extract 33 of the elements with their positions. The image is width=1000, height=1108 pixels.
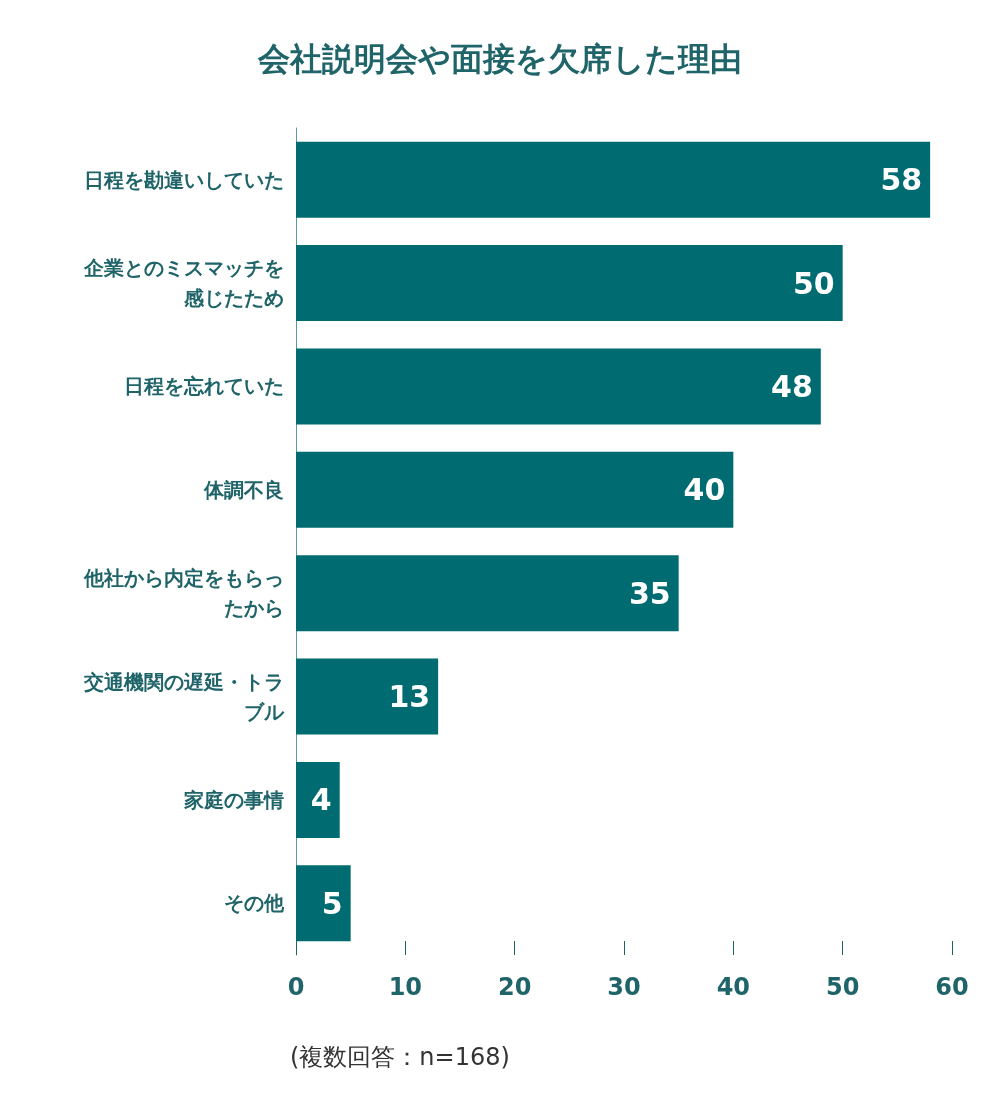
data-label: 5 [321,885,343,921]
y-tick-label: その他 [224,891,285,916]
bar [296,141,931,218]
y-tick-label: 企業とのミスマッチを感じたため [83,256,284,311]
x-tick-label: 30 [607,973,641,1001]
text: (複数回答：n=168) [290,1043,510,1071]
bar [296,658,439,735]
x-tick-label: 0 [287,973,305,1001]
x-tick-label: 50 [825,973,860,1001]
bar [296,245,843,322]
data-label: 35 [628,575,671,611]
bar [296,555,679,632]
data-label: 4 [310,782,332,818]
chart-title: 会社説明会や面接を欠席した理由 [257,40,742,78]
data-label: 40 [683,472,726,508]
bar [296,451,734,528]
y-tick-label: 日程を勘違いしていた [84,167,284,192]
bar [296,761,340,838]
data-label: 58 [880,162,923,198]
data-label: 48 [771,368,813,404]
bar [296,348,821,425]
y-tick-label: 体調不良 [203,477,284,502]
x-tick-label: 40 [716,973,751,1001]
y-tick-label: 交通機関の遅延・トラブル [83,669,285,724]
data-label: 50 [792,265,835,301]
x-tick-label: 60 [935,973,969,1001]
x-tick-label: 20 [497,973,532,1001]
x-tick-label: 10 [388,973,423,1001]
bar [296,865,351,942]
y-tick-label: 他社から内定をもらったから [83,566,284,621]
y-tick-label: 家庭の事情 [183,787,284,812]
y-tick-label: 日程を忘れていた [124,374,284,399]
data-label: 13 [388,679,431,715]
